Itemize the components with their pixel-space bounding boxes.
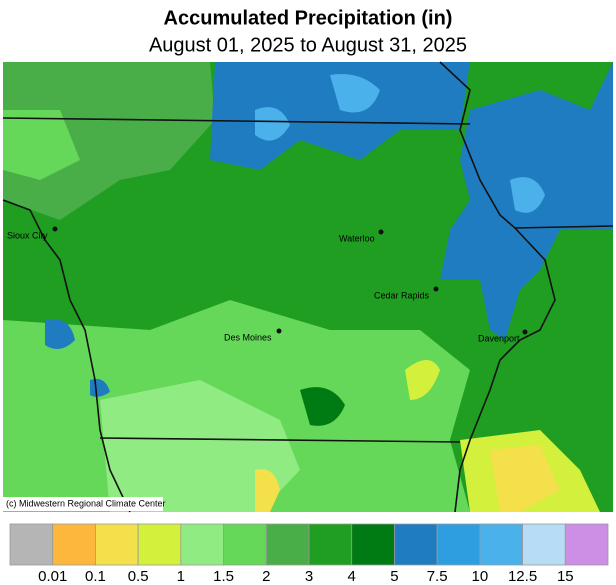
- legend-label: 4: [348, 568, 356, 585]
- legend-label: 2: [262, 568, 270, 585]
- legend-label: 1: [177, 568, 185, 585]
- state-borders: [2, 61, 614, 513]
- subtitle: August 01, 2025 to August 31, 2025: [149, 34, 467, 56]
- zone: [45, 319, 75, 349]
- legend-swatch: [351, 523, 395, 566]
- legend-swatch: [52, 523, 96, 566]
- legend-label: 0.5: [128, 568, 149, 585]
- zone: [300, 387, 345, 426]
- credit: (c) Midwestern Regional Climate Center: [6, 498, 166, 508]
- legend-label: 10: [472, 568, 489, 585]
- zone: [255, 469, 280, 512]
- legend-swatch: [180, 523, 224, 566]
- map: Sioux City Waterloo Cedar Rapids Des Moi…: [2, 61, 614, 513]
- city-label: Davenport: [478, 333, 520, 343]
- zone: [405, 360, 440, 400]
- legend-label: 5: [390, 568, 398, 585]
- city-label: Des Moines: [224, 332, 272, 342]
- legend-swatch: [564, 523, 609, 566]
- legend-swatch: [522, 523, 566, 566]
- legend-swatch: [436, 523, 481, 566]
- city-label: Sioux City: [7, 230, 48, 240]
- legend: 0.01 0.1 0.5 1 1.5 2 3 4 5 7.5 10 12.5 15: [9, 523, 609, 585]
- city-label: Cedar Rapids: [374, 290, 430, 300]
- city-label: Waterloo: [339, 233, 375, 243]
- zone: [255, 107, 290, 141]
- legend-label: 15: [557, 568, 574, 585]
- legend-swatch: [137, 523, 182, 566]
- legend-swatch: [479, 523, 523, 566]
- legend-swatch: [394, 523, 438, 566]
- credit-box: [3, 497, 163, 511]
- zone: [3, 62, 215, 220]
- zone: [3, 110, 80, 180]
- legend-swatch: [308, 523, 353, 566]
- legend-label: 1.5: [213, 568, 234, 585]
- zone: [210, 62, 470, 170]
- legend-swatch: [9, 523, 54, 566]
- legend-label: 12.5: [508, 568, 537, 585]
- legend-label: 0.01: [38, 568, 67, 585]
- zone: [510, 177, 545, 213]
- legend-label: 0.1: [85, 568, 106, 585]
- legend-label: 7.5: [427, 568, 448, 585]
- legend-label: 3: [305, 568, 313, 585]
- city-dots: [52, 226, 528, 335]
- legend-swatch: [223, 523, 267, 566]
- title: Accumulated Precipitation (in): [164, 7, 453, 29]
- zone: [490, 445, 560, 512]
- legend-swatch: [265, 523, 310, 566]
- zone: [100, 380, 300, 512]
- zone: [330, 74, 380, 113]
- legend-swatch: [95, 523, 139, 566]
